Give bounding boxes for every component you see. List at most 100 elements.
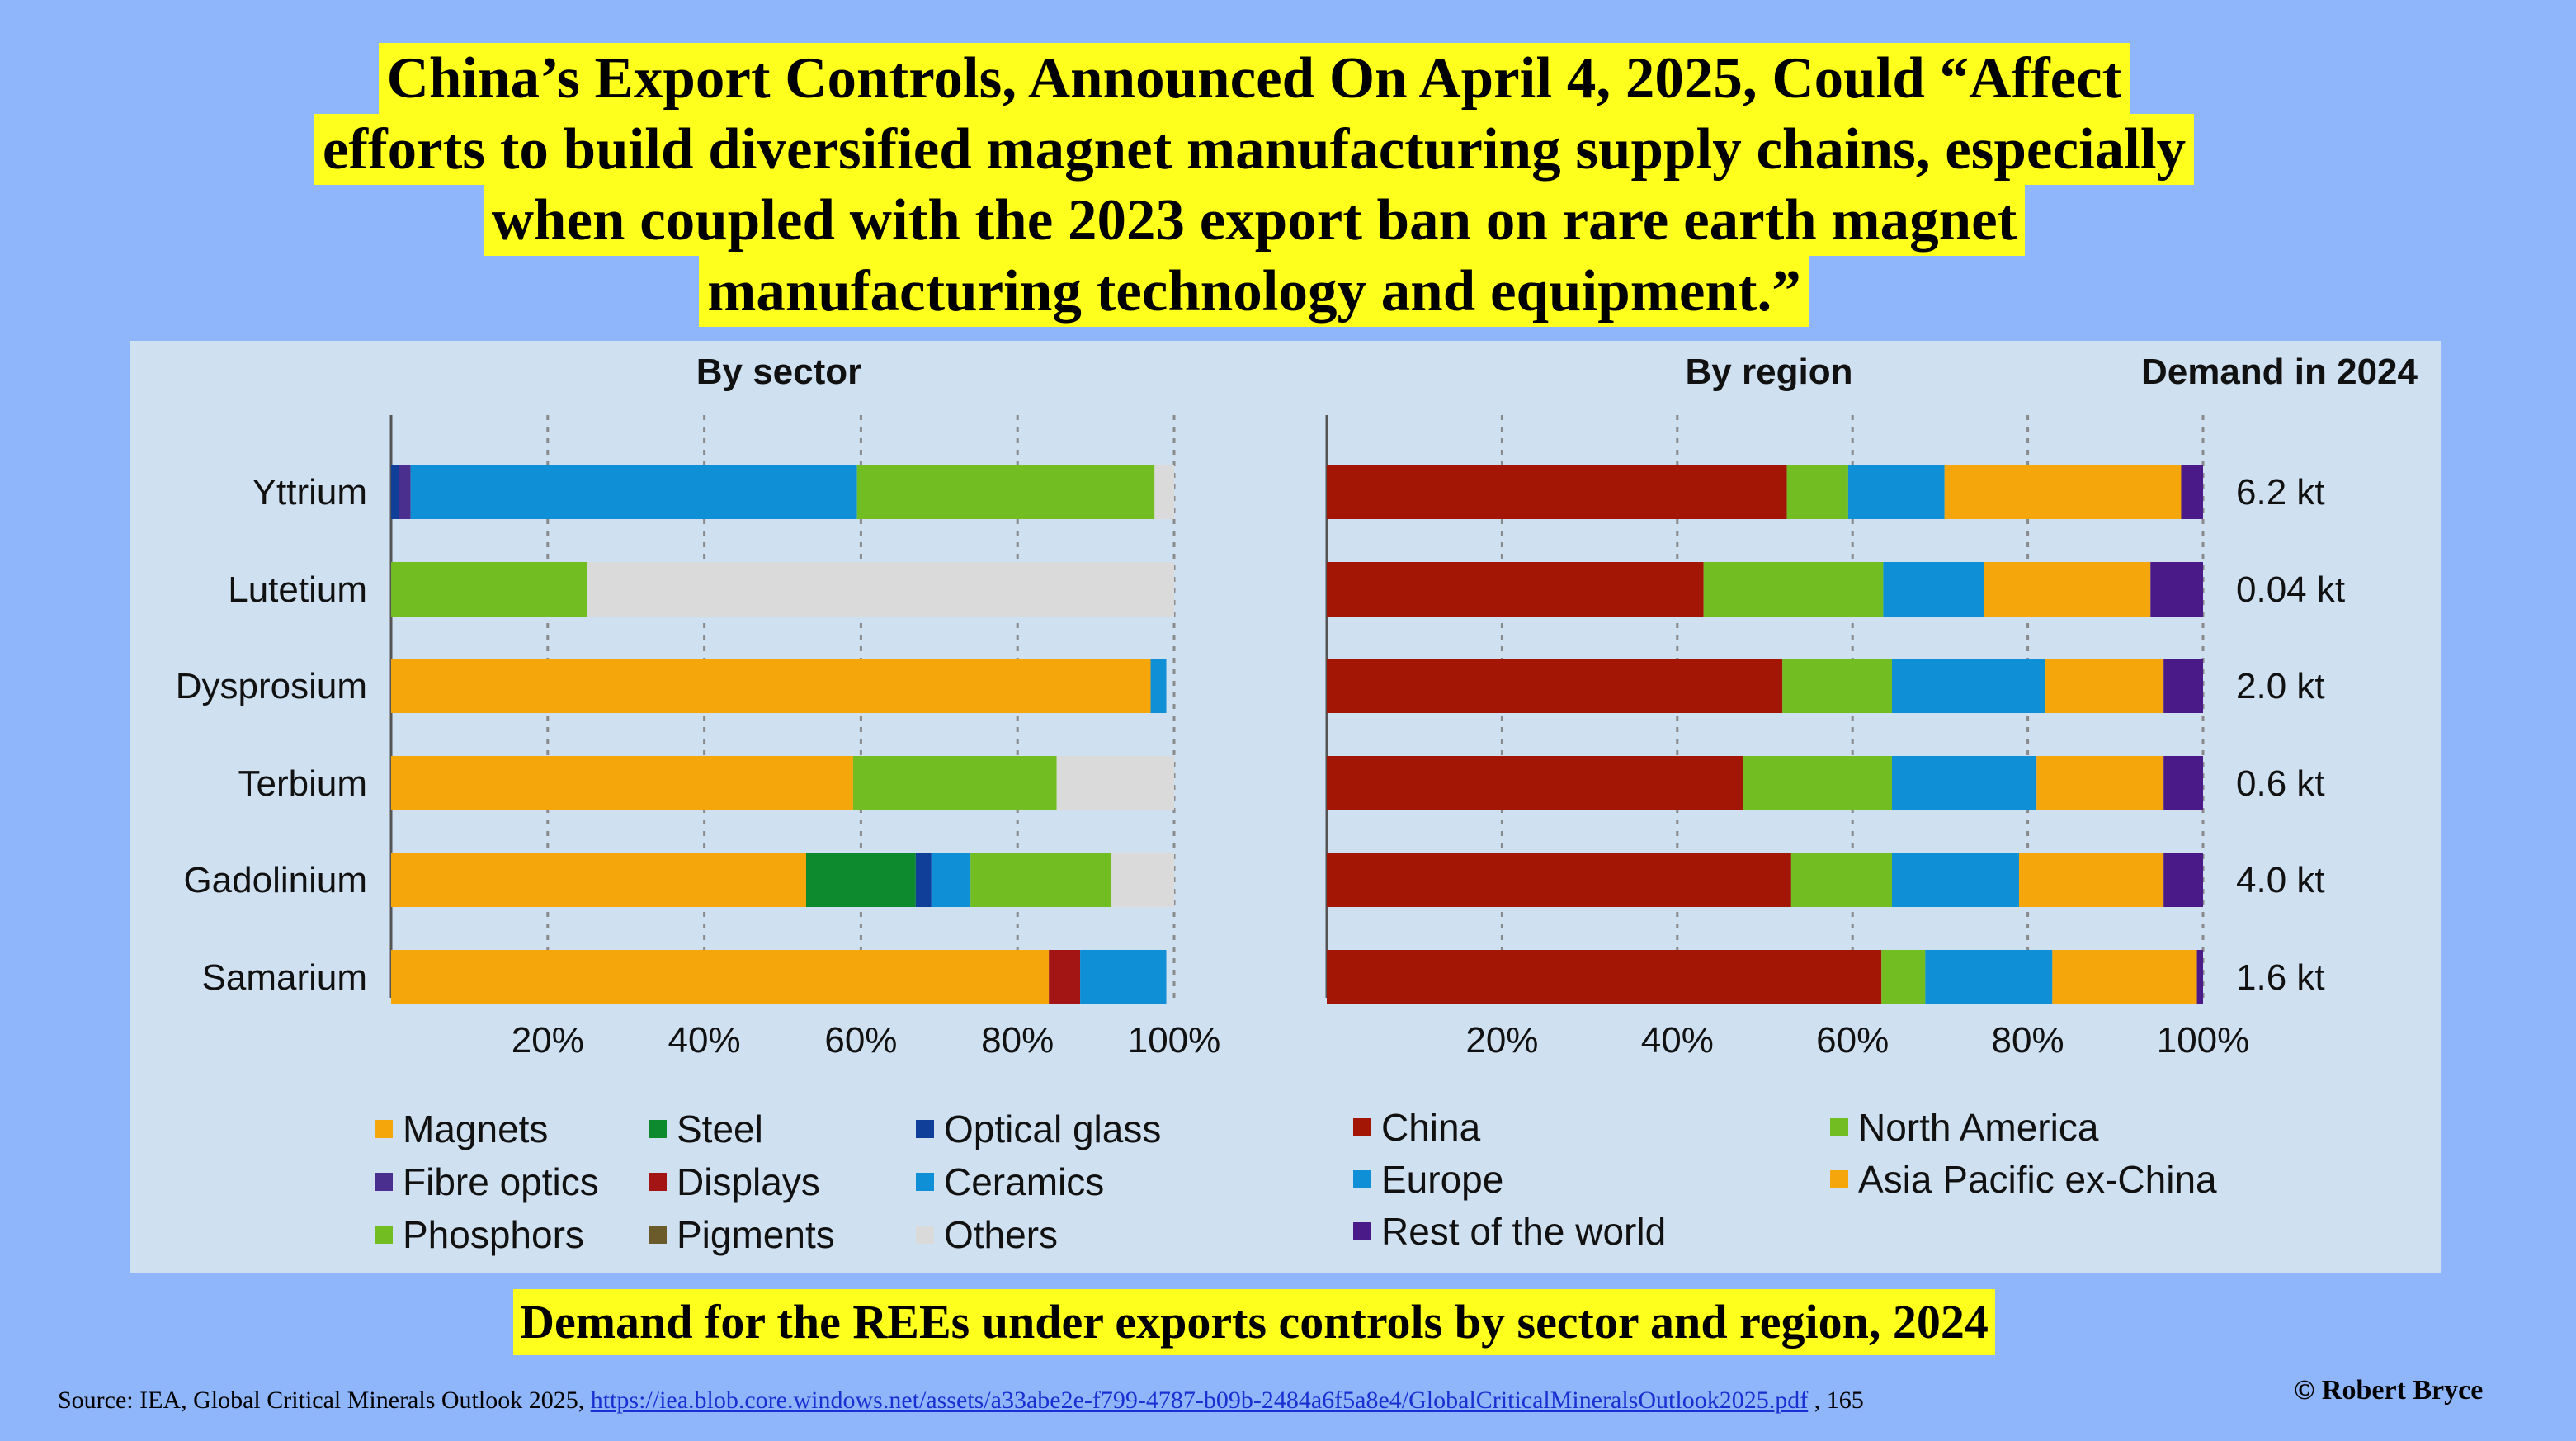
legend-swatch-china (1353, 1118, 1371, 1136)
demand-column-title: Demand in 2024 (2141, 352, 2418, 392)
legend-item-ceramics: Ceramics (916, 1160, 1104, 1204)
category-label-gadolinium: Gadolinium (183, 860, 367, 900)
demand-label-yttrium: 6.2 kt (2236, 472, 2325, 513)
legend-swatch-north-america (1830, 1118, 1848, 1136)
headline-line-3: when coupled with the 2023 export ban on… (483, 185, 2026, 256)
legend-label-phosphors: Phosphors (403, 1213, 584, 1256)
bar-sector-gadolinium-others (1111, 853, 1174, 907)
bar-region-terbium-asia-pacific-ex-china (2036, 756, 2164, 810)
bar-sector-yttrium-others (1154, 465, 1174, 519)
x-tick-sector-100: 100% (1128, 1020, 1221, 1061)
bar-sector-yttrium-phosphors (856, 465, 1155, 519)
bar-region-terbium-china (1327, 756, 1743, 810)
legend-label-china: China (1381, 1106, 1481, 1149)
demand-label-lutetium: 0.04 kt (2236, 569, 2345, 610)
bar-sector-dysprosium-magnets (391, 659, 1151, 713)
bar-sector-gadolinium-optical-glass (915, 853, 932, 907)
legend-label-fibre-optics: Fibre optics (403, 1160, 599, 1203)
bar-region-yttrium-north-america (1786, 465, 1848, 519)
bar-region-lutetium-europe (1883, 562, 1984, 617)
chart-canvas: By sector 20% 40% 60% 80% 100% By region 20% 40%… (176, 352, 2418, 1061)
bar-region-gadolinium-china (1327, 853, 1791, 907)
legend-label-europe: Europe (1381, 1158, 1504, 1201)
legend-item-north-america: North America (1830, 1105, 2098, 1150)
x-tick-region-80: 80% (1992, 1020, 2064, 1061)
bar-sector-lutetium-others (587, 562, 1174, 617)
bar-sector-dysprosium-ceramics (1150, 659, 1167, 713)
x-tick-region-20: 20% (1465, 1020, 1538, 1061)
chart-title-sector: By sector (696, 352, 862, 392)
legend-label-pigments: Pigments (677, 1213, 835, 1256)
source-link[interactable]: https://iea.blob.core.windows.net/assets… (590, 1387, 1809, 1414)
bar-region-lutetium-asia-pacific-ex-china (1984, 562, 2151, 617)
bar-sector-terbium-phosphors (852, 756, 1057, 810)
legend-item-asia-pacific-ex-china: Asia Pacific ex-China (1830, 1157, 2217, 1202)
demand-label-dysprosium: 2.0 kt (2236, 666, 2325, 706)
bar-region-terbium-north-america (1743, 756, 1892, 810)
legend-item-europe: Europe (1353, 1157, 1503, 1202)
bar-region-dysprosium-china (1327, 659, 1783, 713)
legend-swatch-others (916, 1226, 934, 1244)
legend-item-magnets: Magnets (375, 1107, 548, 1151)
source-suffix: , 165 (1808, 1387, 1864, 1414)
bar-sector-samarium-ceramics (1080, 950, 1167, 1004)
chart-caption-text: Demand for the REEs under exports contro… (513, 1289, 1995, 1355)
bar-region-dysprosium-asia-pacific-ex-china (2045, 659, 2164, 713)
bar-region-lutetium-north-america (1703, 562, 1884, 617)
bar-region-gadolinium-asia-pacific-ex-china (2018, 853, 2164, 907)
demand-label-terbium: 0.6 kt (2236, 763, 2325, 804)
bar-sector-samarium-magnets (391, 950, 1050, 1004)
legend-item-pigments: Pigments (649, 1212, 835, 1257)
legend-label-optical-glass: Optical glass (944, 1108, 1162, 1150)
copyright: © Robert Bryce (2294, 1375, 2484, 1406)
legend-label-others: Others (944, 1213, 1059, 1256)
x-tick-region-40: 40% (1641, 1020, 1714, 1061)
headline: China’s Export Controls, Announced On Ap… (0, 43, 2508, 327)
bar-region-gadolinium-north-america (1790, 853, 1892, 907)
legend-swatch-magnets (375, 1120, 393, 1138)
legend-item-optical-glass: Optical glass (916, 1107, 1161, 1151)
bar-region-dysprosium-europe (1891, 659, 2045, 713)
bar-sector-yttrium-fibre-optics (399, 465, 411, 519)
legend-item-china: China (1353, 1105, 1480, 1150)
legend-swatch-fibre-optics (375, 1173, 393, 1191)
bar-region-samarium-north-america (1881, 950, 1926, 1004)
bar-region-terbium-rest-of-the-world (2163, 756, 2203, 810)
bar-sector-yttrium-optical-glass (391, 465, 399, 519)
bar-region-lutetium-rest-of-the-world (2150, 562, 2203, 617)
chart-panel: By sector 20% 40% 60% 80% 100% By region 20% 40%… (130, 341, 2441, 1273)
bar-region-gadolinium-rest-of-the-world (2163, 853, 2203, 907)
bar-sector-lutetium-phosphors (391, 562, 587, 617)
legend-item-displays: Displays (649, 1160, 820, 1204)
legend-item-fibre-optics: Fibre optics (375, 1160, 599, 1204)
chart-caption: Demand for the REEs under exports contro… (0, 1289, 2508, 1355)
legend-swatch-pigments (649, 1226, 667, 1244)
chart-title-region: By region (1686, 352, 1853, 392)
bar-region-yttrium-china (1327, 465, 1787, 519)
bar-sector-gadolinium-phosphors (970, 853, 1112, 907)
bar-region-dysprosium-rest-of-the-world (2163, 659, 2203, 713)
legend-swatch-europe (1353, 1170, 1371, 1188)
legend-label-steel: Steel (677, 1108, 763, 1150)
legend-label-magnets: Magnets (403, 1108, 549, 1150)
bar-region-samarium-rest-of-the-world (2196, 950, 2203, 1004)
bar-sector-gadolinium-ceramics (931, 853, 971, 907)
category-label-yttrium: Yttrium (252, 472, 367, 513)
headline-line-4: manufacturing technology and equipment.” (699, 256, 1809, 327)
bar-region-yttrium-rest-of-the-world (2181, 465, 2203, 519)
x-tick-region-60: 60% (1816, 1020, 1889, 1061)
bar-sector-gadolinium-steel (805, 853, 916, 907)
bar-region-gadolinium-europe (1891, 853, 2019, 907)
headline-line-1: China’s Export Controls, Announced On Ap… (378, 43, 2130, 114)
legend-swatch-asia-pacific-ex-china (1830, 1170, 1848, 1188)
bar-region-samarium-china (1327, 950, 1882, 1004)
headline-line-2: efforts to build diversified magnet manu… (314, 114, 2195, 185)
demand-label-gadolinium: 4.0 kt (2236, 860, 2325, 900)
legend-item-rest-of-the-world: Rest of the world (1353, 1209, 1666, 1254)
x-tick-sector-20: 20% (512, 1020, 584, 1061)
x-tick-sector-80: 80% (981, 1020, 1054, 1061)
bar-sector-yttrium-ceramics (410, 465, 857, 519)
legend-label-ceramics: Ceramics (944, 1160, 1105, 1203)
legend-label-asia-pacific-ex-china: Asia Pacific ex-China (1858, 1158, 2217, 1201)
legend-swatch-ceramics (916, 1173, 934, 1191)
